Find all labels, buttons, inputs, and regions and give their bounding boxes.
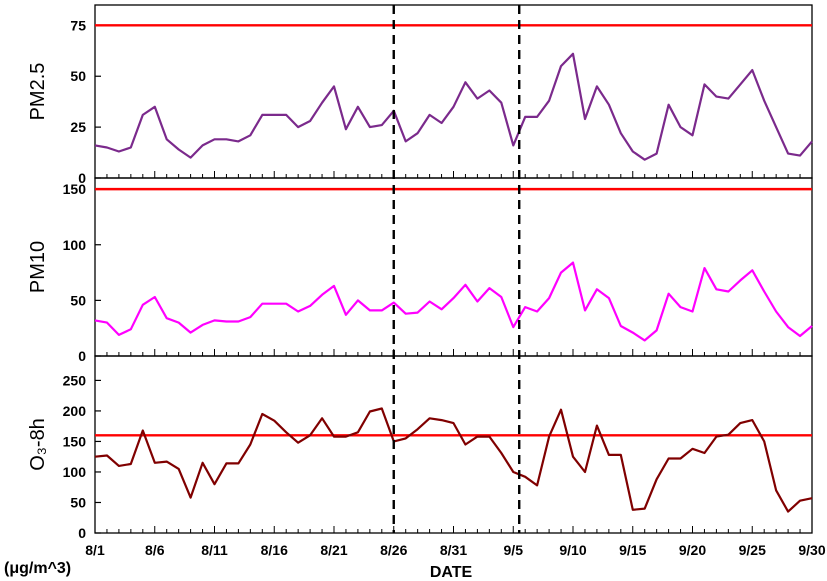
- x-tick-label: 8/1: [85, 542, 105, 558]
- x-tick-label: 8/11: [201, 542, 228, 558]
- y-tick-label: 250: [63, 372, 87, 388]
- plot-frame: [94, 4, 813, 179]
- y-tick-label: 200: [63, 403, 87, 419]
- y-tick-label: 50: [70, 494, 86, 510]
- y-tick-label: 100: [63, 464, 87, 480]
- y-tick-label: 150: [63, 433, 87, 449]
- x-tick-label: 8/16: [261, 542, 288, 558]
- y-tick-label: 75: [70, 17, 86, 33]
- x-tick-label: 9/20: [679, 542, 706, 558]
- y-tick-label: 0: [78, 525, 86, 541]
- series-line-1: [94, 52, 813, 161]
- x-tick-label: 9/10: [559, 542, 586, 558]
- panel-1: 0 25 50 75 PM2.5: [27, 4, 813, 186]
- series-line-3: [94, 407, 813, 513]
- x-axis-title: DATE: [430, 564, 473, 581]
- y-tick-label: 50: [70, 292, 86, 308]
- panel-3: 0 50 100 150 200 250 O₃-8h: [27, 355, 813, 541]
- x-tick-label: 8/26: [380, 542, 407, 558]
- y-tick-label: 0: [78, 170, 86, 186]
- x-tick-label: 9/15: [619, 542, 646, 558]
- x-tick-label: 9/5: [504, 542, 524, 558]
- x-tick-label: 9/25: [739, 542, 766, 558]
- y-tick-label: 0: [78, 348, 86, 364]
- y-tick-label: 50: [70, 68, 86, 84]
- y-axis-title: PM10: [27, 241, 49, 293]
- series-line-2: [94, 261, 813, 342]
- y-tick-label: 150: [63, 181, 87, 197]
- y-tick-label: 25: [70, 119, 86, 135]
- x-tick-label: 8/6: [145, 542, 165, 558]
- unit-label: (μg/m^3): [4, 560, 71, 577]
- panel-2: 0 50 100 150 PM10: [27, 177, 813, 364]
- y-axis-title: PM2.5: [27, 63, 49, 121]
- plot-frame: [94, 177, 813, 357]
- x-tick-label: 8/31: [440, 542, 467, 558]
- x-tick-label: 8/21: [320, 542, 347, 558]
- y-axis-title: O₃-8h: [27, 418, 49, 471]
- x-tick-label: 9/30: [798, 542, 825, 558]
- y-tick-label: 100: [63, 237, 87, 253]
- plot-frame: [94, 355, 813, 534]
